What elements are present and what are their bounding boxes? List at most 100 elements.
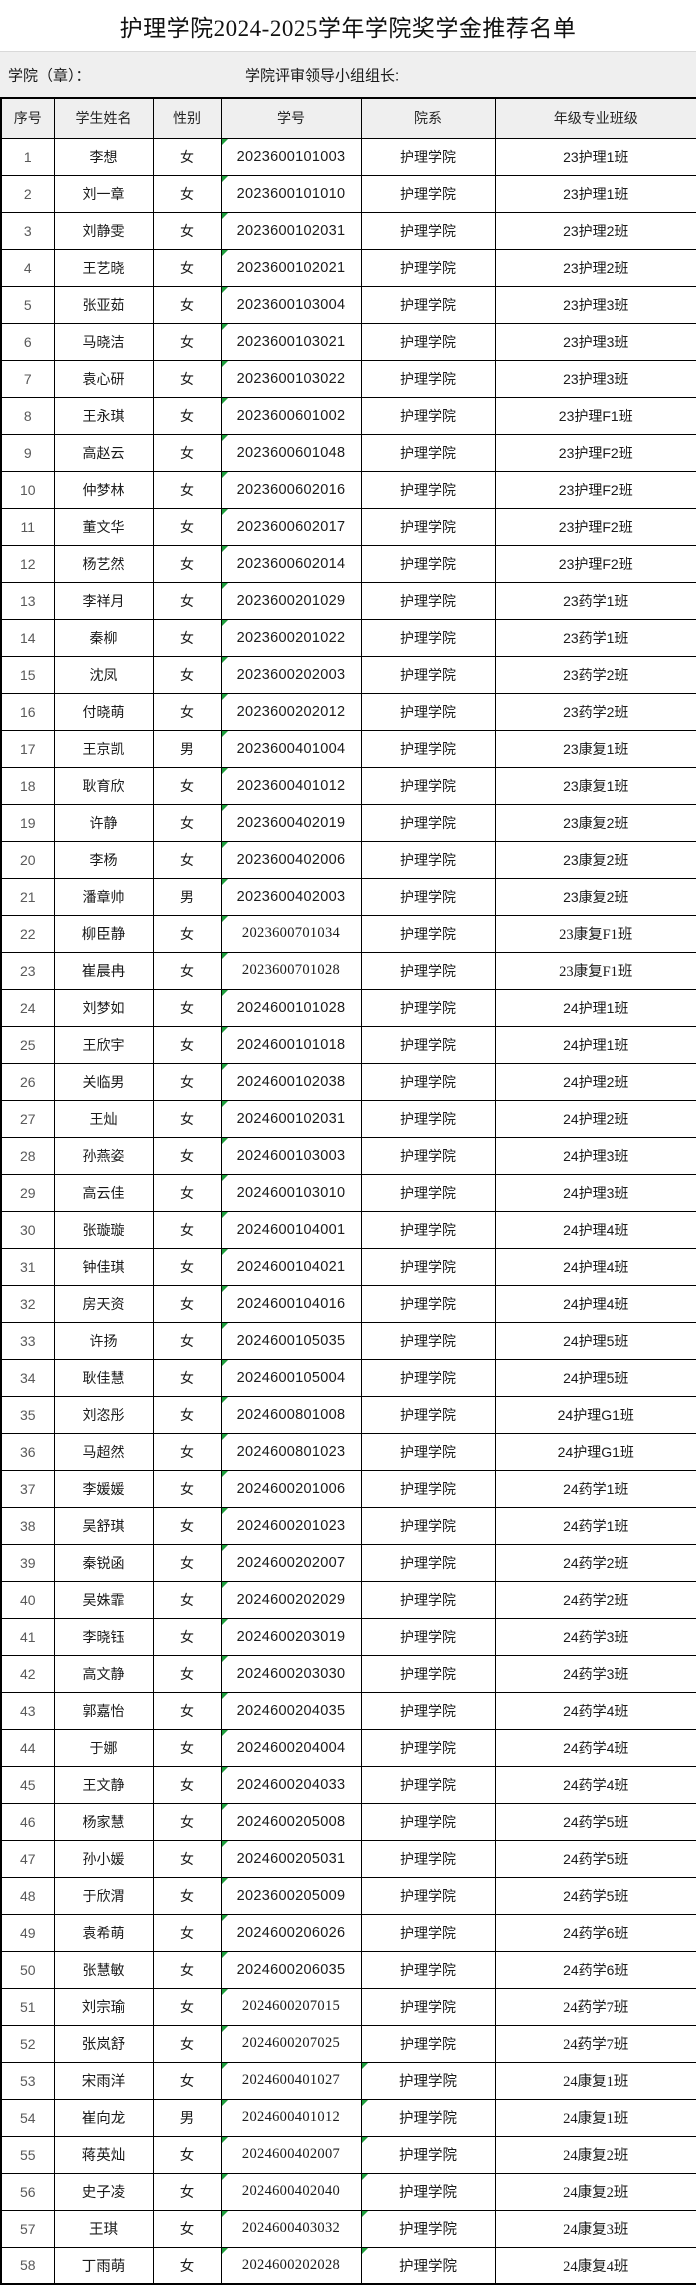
- department-cell-text: 护理学院: [400, 1628, 456, 1645]
- green-corner-icon: [362, 2063, 368, 2069]
- green-corner-icon: [222, 213, 228, 219]
- row-number-cell-text: 49: [19, 1924, 36, 1941]
- student-id-cell-text: 2024600104016: [236, 1295, 346, 1312]
- gender-cell-text: 女: [180, 1924, 194, 1941]
- gender-cell-text: 女: [180, 666, 194, 683]
- student-id-cell: 2024600205008: [220, 1802, 362, 1841]
- department-cell-text: 护理学院: [400, 370, 456, 387]
- green-corner-icon: [222, 1656, 228, 1662]
- row-number-cell-text: 12: [19, 555, 36, 572]
- department-cell-text: 护理学院: [400, 1480, 456, 1497]
- department-cell-text: 护理学院: [400, 1665, 456, 1682]
- student-id-cell: 2024600206026: [220, 1913, 362, 1952]
- table-row: 17 王京凯 男 2023600401004 护理学院 23康复1班: [0, 729, 696, 768]
- student-id-cell-text: 2023600402003: [236, 888, 346, 905]
- page-title: 护理学院2024-2025学年学院奖学金推荐名单: [0, 0, 696, 52]
- gender-cell: 男: [152, 729, 222, 768]
- student-name-cell: 王文静: [53, 1765, 154, 1804]
- class-cell: 24护理4班: [494, 1284, 696, 1323]
- department-cell: 护理学院: [360, 248, 496, 287]
- class-cell-text: 24护理2班: [563, 1110, 629, 1127]
- student-id-cell-text: 2023600402019: [236, 814, 346, 831]
- green-corner-icon: [222, 139, 228, 145]
- row-number-cell: 40: [0, 1580, 55, 1619]
- student-id-cell: 2023600601048: [220, 433, 362, 472]
- row-number-cell-text: 56: [19, 2183, 36, 2200]
- table-row: 40 吴姝霏 女 2024600202029 护理学院 24药学2班: [0, 1580, 696, 1619]
- gender-cell-text: 女: [180, 1850, 194, 1867]
- department-cell: 护理学院: [360, 1876, 496, 1915]
- class-cell-text: 24康复2班: [563, 2185, 629, 2201]
- student-id-cell-text: 2024600402040: [241, 2183, 341, 2199]
- student-id-cell-text: 2024600401027: [241, 2072, 341, 2088]
- student-name-cell: 刘恣彤: [53, 1395, 154, 1434]
- row-number-cell-text: 23: [19, 962, 36, 979]
- department-cell-text: 护理学院: [400, 999, 456, 1016]
- gender-cell: 女: [152, 1321, 222, 1360]
- student-id-cell: 2023600601002: [220, 396, 362, 435]
- row-number-cell: 11: [0, 507, 55, 546]
- table-row: 16 付晓萌 女 2023600202012 护理学院 23药学2班: [0, 692, 696, 731]
- class-cell-text: 24药学5班: [563, 1813, 629, 1830]
- department-cell: 护理学院: [360, 2172, 496, 2211]
- gender-cell: 女: [152, 1284, 222, 1323]
- green-corner-icon: [222, 472, 228, 478]
- green-corner-icon: [222, 509, 228, 515]
- row-number-cell-text: 40: [19, 1591, 36, 1608]
- class-cell: 24康复2班: [494, 2172, 696, 2211]
- row-number-cell-text: 7: [23, 370, 32, 387]
- row-number-cell-text: 33: [19, 1332, 36, 1349]
- class-cell: 24药学3班: [494, 1654, 696, 1693]
- table-row: 47 孙小媛 女 2024600205031 护理学院 24药学5班: [0, 1839, 696, 1878]
- student-name-cell-text: 高云佳: [82, 1184, 125, 1201]
- green-corner-icon: [222, 1915, 228, 1921]
- student-name-cell: 沈凤: [53, 655, 154, 694]
- department-cell-text: 护理学院: [400, 740, 456, 757]
- gender-cell-text: 女: [180, 1073, 194, 1090]
- student-id-cell: 2023600602016: [220, 470, 362, 509]
- class-cell-text: 23护理F1班: [558, 407, 633, 424]
- table-row: 45 王文静 女 2024600204033 护理学院 24药学4班: [0, 1765, 696, 1804]
- row-number-cell: 2: [0, 174, 55, 213]
- department-cell-text: 护理学院: [400, 1813, 456, 1830]
- gender-cell-text: 女: [180, 148, 194, 165]
- gender-cell-text: 男: [180, 740, 194, 757]
- department-cell-text: 护理学院: [400, 1406, 456, 1423]
- green-corner-icon: [362, 2100, 368, 2106]
- gender-cell: 女: [152, 433, 222, 472]
- row-number-cell: 32: [0, 1284, 55, 1323]
- row-number-cell: 28: [0, 1136, 55, 1175]
- class-cell-text: 24护理3班: [563, 1184, 629, 1201]
- student-id-cell-text: 2023600103021: [236, 333, 346, 350]
- table-row: 21 潘章帅 男 2023600402003 护理学院 23康复2班: [0, 877, 696, 916]
- class-cell-text: 24药学6班: [563, 1924, 629, 1941]
- row-number-cell-text: 32: [19, 1295, 36, 1312]
- student-id-cell-text: 2023600201022: [236, 629, 346, 646]
- row-number-cell-text: 29: [19, 1184, 36, 1201]
- gender-cell: 女: [152, 1099, 222, 1138]
- row-number-cell-text: 4: [23, 259, 32, 276]
- student-name-cell-text: 耿育欣: [82, 777, 125, 794]
- student-name-cell: 史子凌: [53, 2172, 154, 2211]
- department-cell: 护理学院: [360, 1358, 496, 1397]
- class-cell: 24护理3班: [494, 1173, 696, 1212]
- class-cell: 24康复4班: [494, 2246, 696, 2285]
- student-name-cell-text: 袁希萌: [82, 1924, 125, 1941]
- table-row: 38 吴舒琪 女 2024600201023 护理学院 24药学1班: [0, 1506, 696, 1545]
- row-number-cell: 24: [0, 988, 55, 1027]
- row-number-cell: 45: [0, 1765, 55, 1804]
- student-id-cell-text: 2023600601048: [236, 444, 346, 461]
- row-number-cell-text: 57: [19, 2220, 36, 2237]
- class-cell-text: 24药学3班: [563, 1665, 629, 1682]
- student-name-cell-text: 王永琪: [82, 407, 125, 424]
- gender-cell: 女: [152, 988, 222, 1027]
- student-id-cell-text: 2024600204033: [236, 1776, 346, 1793]
- gender-cell: 女: [152, 322, 222, 361]
- class-cell: 24药学1班: [494, 1506, 696, 1545]
- department-cell: 护理学院: [360, 581, 496, 620]
- row-number-cell-text: 30: [19, 1221, 36, 1238]
- class-cell: 24护理4班: [494, 1210, 696, 1249]
- gender-cell-text: 女: [180, 185, 194, 202]
- table-row: 13 李祥月 女 2023600201029 护理学院 23药学1班: [0, 581, 696, 620]
- green-corner-icon: [222, 583, 228, 589]
